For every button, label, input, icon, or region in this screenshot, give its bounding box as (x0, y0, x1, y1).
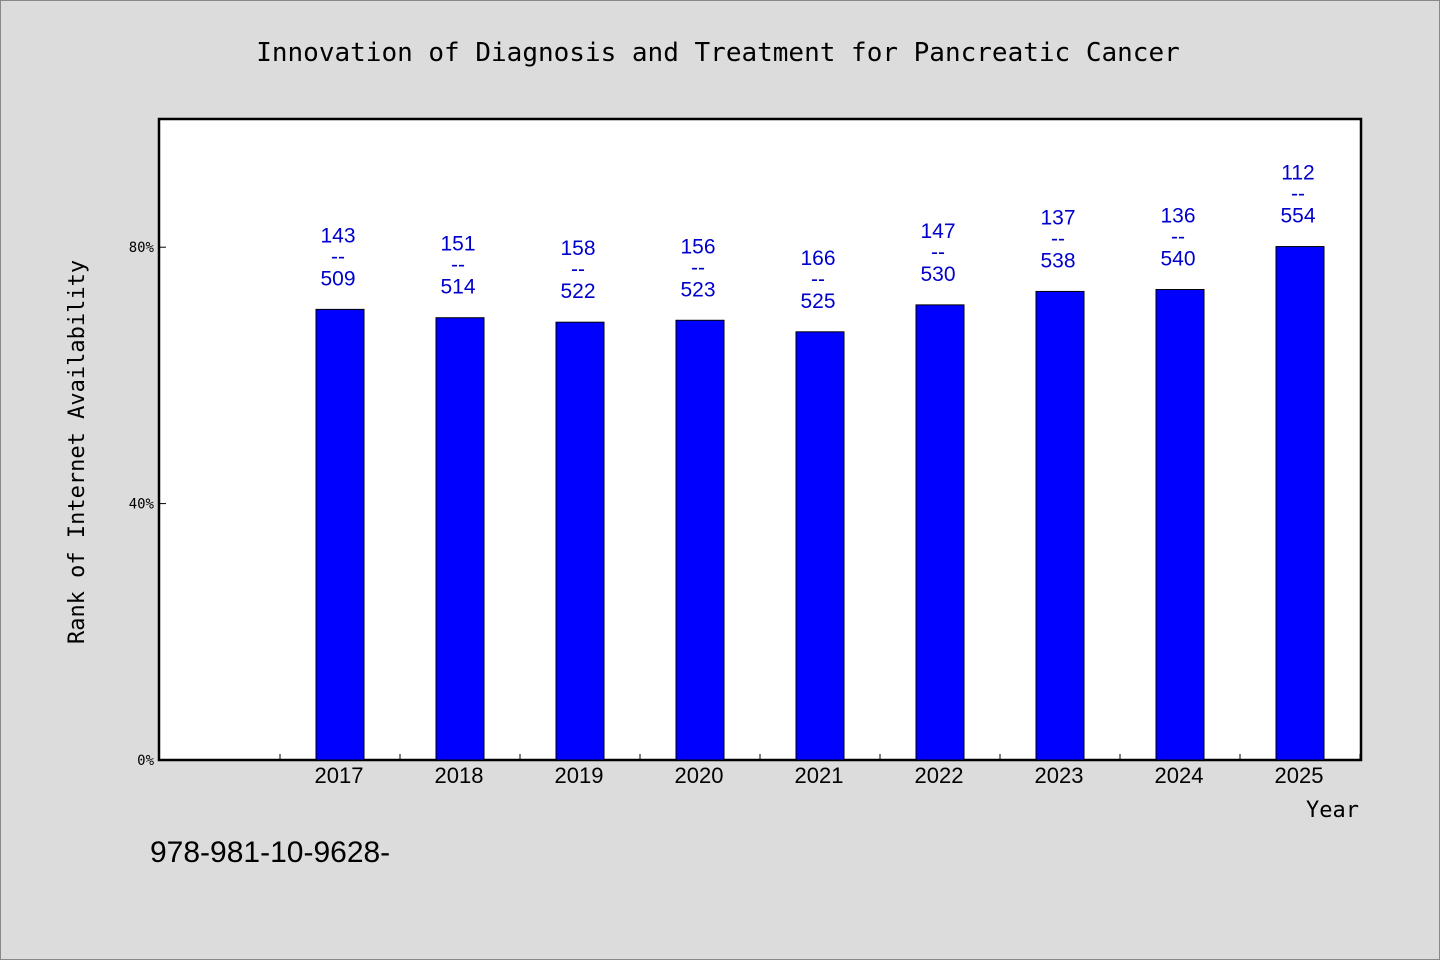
data-label-separator: -- (691, 256, 705, 279)
data-label-top: 156 (680, 235, 715, 258)
data-label-bottom: 514 (440, 276, 475, 299)
data-label-separator: -- (1171, 226, 1185, 249)
data-label-bottom: 540 (1160, 248, 1195, 271)
data-label-top: 158 (560, 237, 595, 260)
data-label-bottom: 525 (800, 290, 835, 313)
x-tick-label: 2022 (915, 763, 964, 788)
chart-title: Innovation of Diagnosis and Treatment fo… (256, 38, 1180, 68)
x-tick-label: 2023 (1035, 763, 1084, 788)
bar-2019 (555, 321, 605, 761)
data-label-separator: -- (571, 258, 585, 281)
bars (315, 246, 1325, 761)
y-tick-label: 40% (129, 497, 155, 513)
bar-2020 (675, 319, 725, 761)
data-label-bottom: 509 (320, 267, 355, 290)
y-tick-label: 0% (137, 753, 154, 769)
data-label-separator: -- (811, 268, 825, 291)
data-label-top: 166 (800, 247, 835, 270)
data-labels: 143--509151--514158--522156--523166--525… (320, 162, 1315, 313)
bar-2023 (1035, 290, 1085, 761)
bar-2024 (1155, 289, 1205, 761)
data-label-bottom: 554 (1280, 205, 1315, 228)
data-label-top: 112 (1281, 162, 1314, 185)
data-label-separator: -- (331, 245, 345, 268)
y-tick-label: 80% (129, 240, 155, 256)
y-axis-ticks: 0% 40% 80% (129, 240, 166, 769)
bar-2025 (1275, 246, 1325, 761)
x-axis-label: Year (1306, 798, 1359, 823)
x-tick-label: 2024 (1155, 763, 1204, 788)
data-label-separator: -- (451, 254, 465, 277)
data-label-separator: -- (1051, 227, 1065, 250)
data-label-bottom: 522 (560, 280, 595, 303)
data-label-bottom: 523 (680, 278, 715, 301)
data-label-separator: -- (1291, 183, 1305, 206)
bar-2022 (915, 304, 965, 761)
x-axis-ticks: 2017 2018 2019 2020 2021 2022 2023 2024 2025 (279, 754, 1361, 788)
data-label-top: 151 (440, 233, 475, 256)
data-label-bottom: 538 (1040, 249, 1075, 272)
bar-2021 (795, 331, 845, 761)
x-tick-label: 2020 (675, 763, 724, 788)
bar-2018 (435, 317, 485, 761)
data-label-top: 137 (1040, 206, 1075, 229)
y-axis-label: Rank of Internet Availability (65, 260, 90, 644)
data-label-top: 147 (920, 220, 955, 243)
x-tick-label: 2018 (435, 763, 484, 788)
x-tick-label: 2017 (315, 763, 364, 788)
x-tick-label: 2025 (1275, 763, 1324, 788)
x-tick-label: 2021 (795, 763, 844, 788)
data-label-separator: -- (931, 241, 945, 264)
footer-isbn: 978-981-10-9628- (150, 836, 390, 869)
x-tick-label: 2019 (555, 763, 604, 788)
data-label-bottom: 530 (920, 263, 955, 286)
data-label-top: 136 (1160, 205, 1195, 228)
bar-2017 (315, 308, 365, 761)
data-label-top: 143 (320, 224, 355, 247)
